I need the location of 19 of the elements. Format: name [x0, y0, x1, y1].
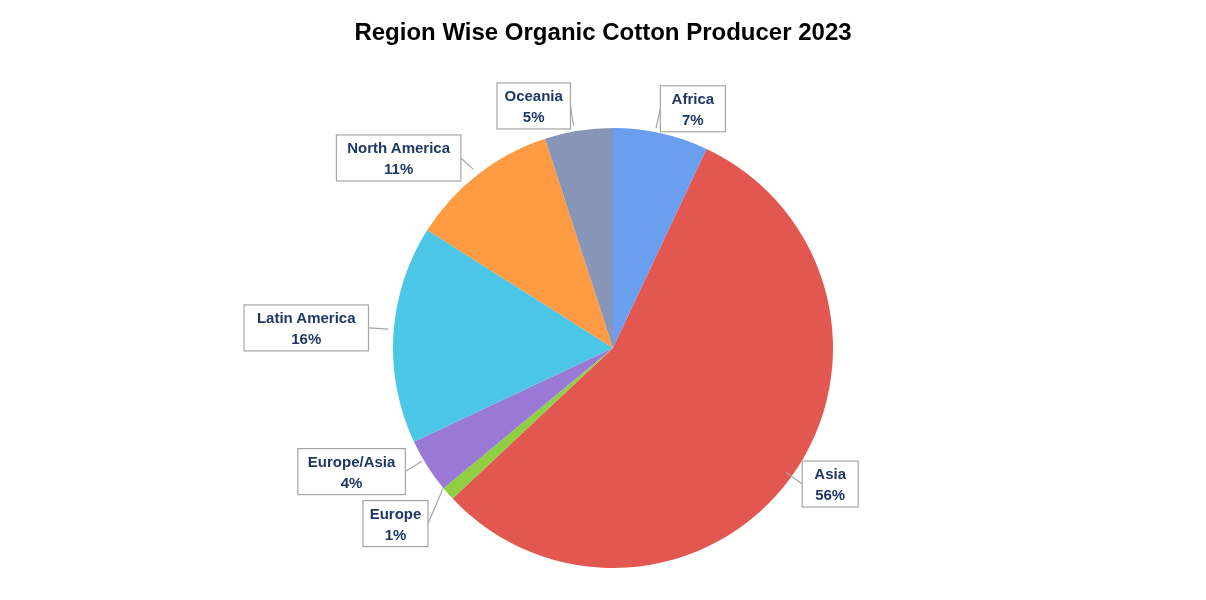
pie-slice	[393, 230, 613, 442]
data-label: 1%	[384, 525, 407, 543]
slice-label: Oceania	[504, 86, 564, 104]
data-label: 16%	[291, 329, 322, 347]
data-label: 5%	[522, 107, 545, 125]
data-label: 7%	[682, 110, 704, 128]
slice-label: Europe/Asia	[307, 452, 397, 470]
slice-label: Europe	[369, 504, 422, 522]
data-label: 4%	[340, 473, 363, 491]
data-label: 56%	[815, 486, 846, 504]
slice-label: North America	[347, 138, 451, 156]
slice-label: Latin America	[256, 308, 357, 326]
pie-slice	[413, 348, 613, 489]
pie-slice	[545, 128, 613, 348]
data-label: 11%	[384, 159, 414, 177]
slice-label: Asia	[814, 465, 847, 483]
pie-slice	[613, 128, 707, 348]
chart-title: Region Wise Organic Cotton Producer 2023	[353, 18, 853, 46]
slice-label: Africa	[671, 89, 715, 107]
